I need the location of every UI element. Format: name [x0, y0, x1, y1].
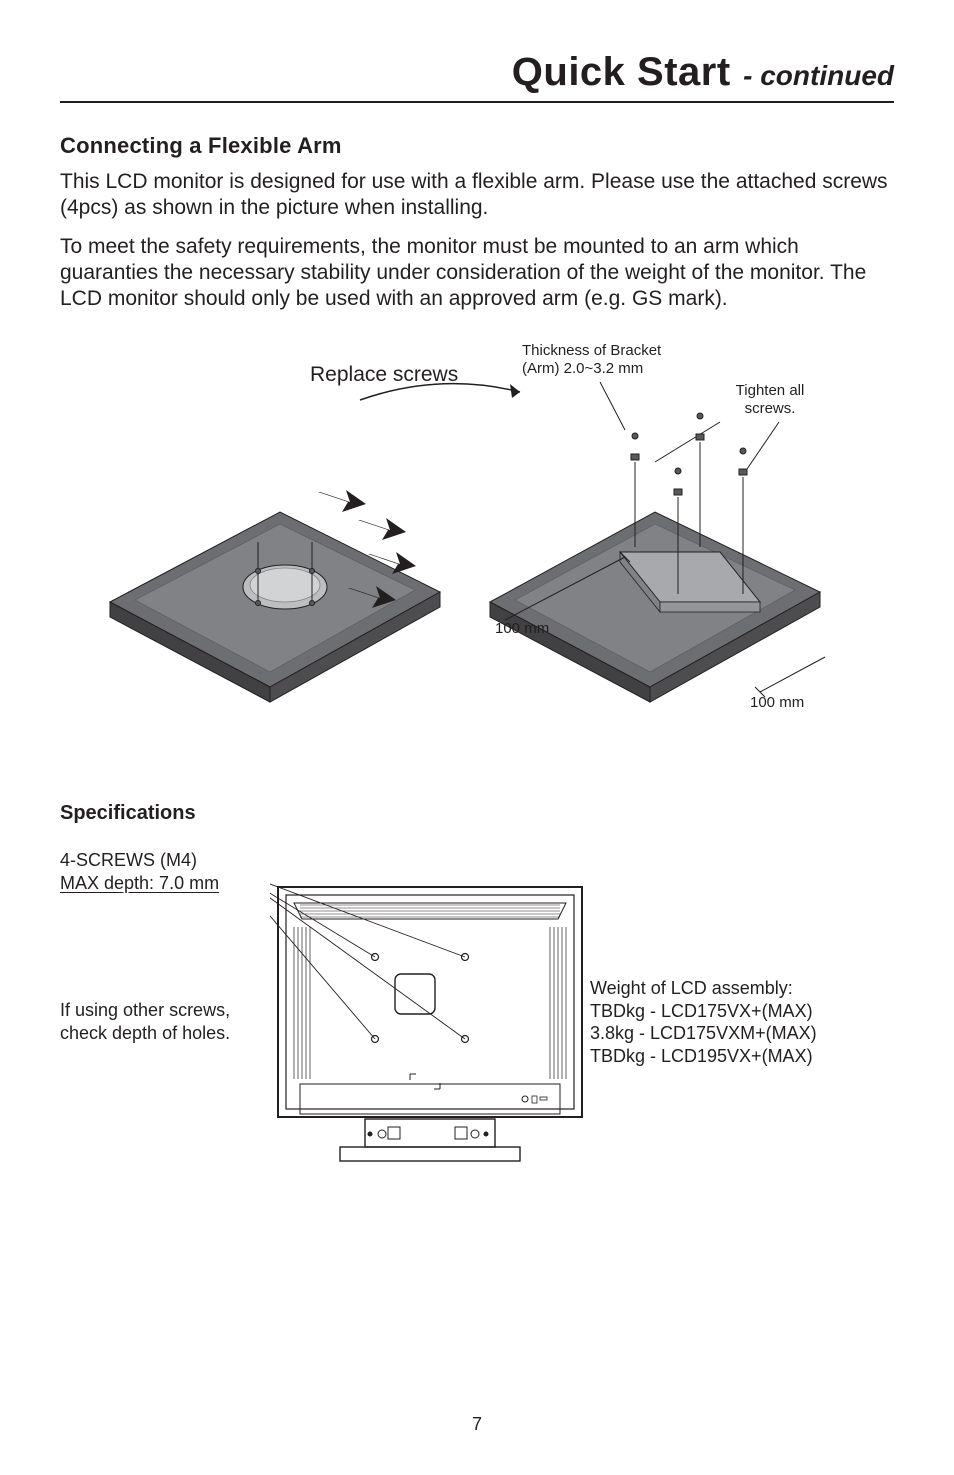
spec-weight-l3: 3.8kg - LCD175VXM+(MAX): [590, 1023, 817, 1043]
spec-other-l1: If using other screws,: [60, 1000, 230, 1020]
mounting-diagram: Replace screws Thickness of Bracket (Arm…: [60, 342, 894, 742]
spec-other-screws-note: If using other screws, check depth of ho…: [60, 999, 230, 1044]
spec-weight-note: Weight of LCD assembly: TBDkg - LCD175VX…: [590, 977, 817, 1067]
page-header: Quick Start - continued: [60, 50, 894, 103]
section-heading: Connecting a Flexible Arm: [60, 133, 894, 159]
spec-depth-line: MAX depth: 7.0 mm: [60, 873, 219, 893]
label-100mm-b: 100 mm: [750, 694, 804, 712]
spec-weight-l1: Weight of LCD assembly:: [590, 978, 793, 998]
specifications-heading: Specifications: [60, 802, 894, 825]
mounting-svg: [60, 342, 894, 722]
paragraph-2: To meet the safety requirements, the mon…: [60, 234, 894, 313]
spec-screws-line: 4-SCREWS (M4): [60, 850, 197, 870]
right-monitor-icon: [490, 413, 825, 702]
spec-weight-l2: TBDkg - LCD175VX+(MAX): [590, 1001, 813, 1021]
header-main: Quick Start: [512, 50, 731, 94]
spec-other-l2: check depth of holes.: [60, 1023, 230, 1043]
page-number: 7: [0, 1414, 954, 1435]
left-monitor-icon: [110, 490, 440, 702]
spec-monitor-svg: [270, 879, 590, 1179]
spec-screws-note: 4-SCREWS (M4) MAX depth: 7.0 mm: [60, 849, 219, 894]
spec-weight-l4: TBDkg - LCD195VX+(MAX): [590, 1046, 813, 1066]
paragraph-1: This LCD monitor is designed for use wit…: [60, 169, 894, 222]
specs-diagram: 4-SCREWS (M4) MAX depth: 7.0 mm If using…: [60, 849, 894, 1179]
page: Quick Start - continued Connecting a Fle…: [0, 0, 954, 1475]
label-100mm-a: 100 mm: [495, 620, 549, 638]
header-sub: - continued: [743, 60, 894, 91]
